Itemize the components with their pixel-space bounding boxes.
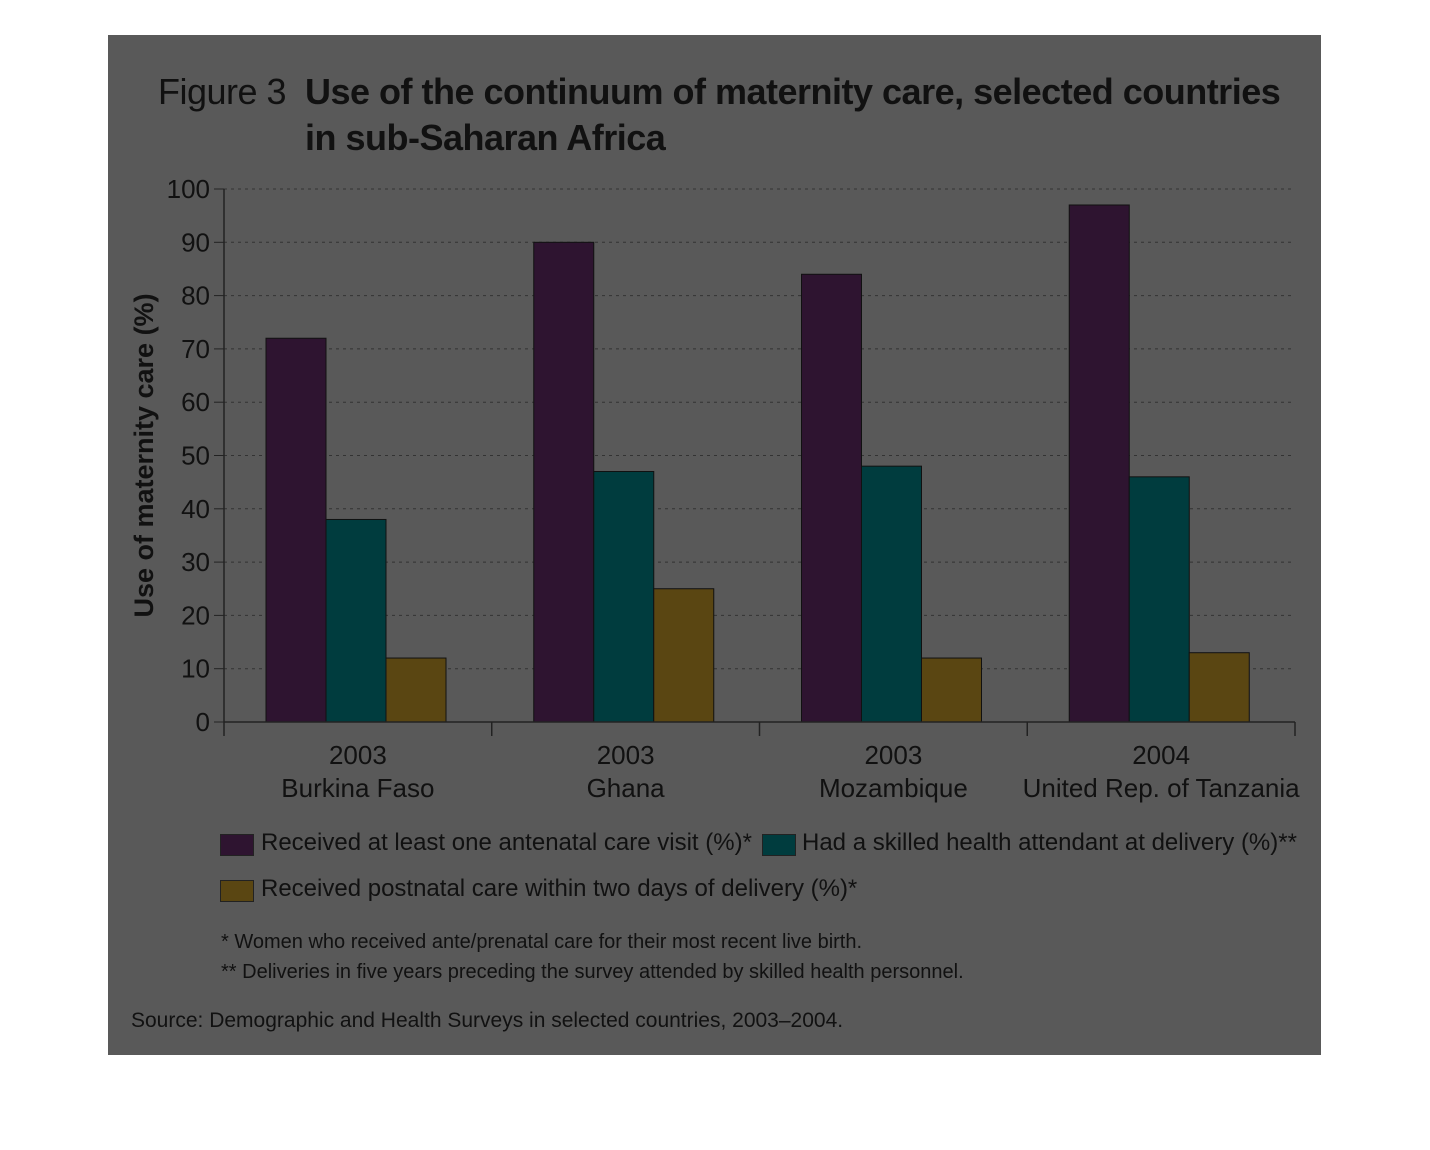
y-tick-label: 70: [181, 334, 210, 364]
y-tick-label: 30: [181, 547, 210, 577]
footnote-1: * Women who received ante/prenatal care …: [221, 931, 863, 953]
legend-swatch-postnatal: [220, 880, 254, 902]
legend-label-antenatal: Received at least one antenatal care vis…: [261, 829, 752, 856]
x-tick-year: 2003: [597, 740, 655, 770]
bar-skilled: [593, 470, 655, 723]
source-note: Source: Demographic and Health Surveys i…: [131, 1009, 844, 1032]
y-tick-label: 100: [167, 174, 210, 204]
y-tick-label: 0: [196, 707, 210, 737]
y-tick-label: 20: [181, 600, 210, 630]
x-tick-year: 2003: [864, 740, 922, 770]
y-tick-label: 10: [181, 654, 210, 684]
y-tick-label: 80: [181, 281, 210, 311]
y-tick-label: 50: [181, 441, 210, 471]
figure-number: Figure 3: [158, 71, 287, 112]
bar-antenatal: [801, 273, 862, 723]
x-tick-country: Ghana: [587, 773, 666, 803]
legend-swatch-skilled: [762, 834, 796, 856]
bar-skilled: [1128, 476, 1190, 723]
y-axis-label: Use of maternity care (%): [129, 293, 159, 617]
figure-panel: Figure 3 Use of the continuum of materni…: [108, 35, 1321, 1055]
bar-antenatal: [533, 241, 595, 723]
bar-postnatal: [385, 657, 447, 723]
y-tick-label: 90: [181, 227, 210, 257]
x-tick-country: Burkina Faso: [281, 773, 434, 803]
x-tick-country: United Rep. of Tanzania: [1023, 773, 1301, 803]
bar-postnatal: [1188, 652, 1250, 723]
footnote-2: ** Deliveries in five years preceding th…: [221, 961, 964, 983]
bar-postnatal: [653, 588, 715, 723]
bar-postnatal: [921, 657, 982, 723]
y-tick-label: 60: [181, 387, 210, 417]
x-tick-year: 2004: [1132, 740, 1190, 770]
y-tick-label: 40: [181, 494, 210, 524]
chart-title: Use of the continuum of maternity care, …: [305, 71, 1281, 158]
bar-antenatal: [265, 337, 327, 723]
legend-swatch-antenatal: [220, 834, 254, 856]
legend-label-postnatal: Received postnatal care within two days …: [261, 875, 858, 902]
bar-skilled: [325, 518, 387, 723]
x-tick-year: 2003: [329, 740, 387, 770]
legend-label-skilled: Had a skilled health attendant at delive…: [802, 829, 1297, 856]
bar-skilled: [861, 465, 922, 723]
bar-antenatal: [1068, 204, 1130, 723]
bar-chart: 0 10 20 30 40 50 60 70 80 90 100 Use of maternity c…: [129, 174, 1301, 803]
x-tick-country: Mozambique: [819, 773, 968, 803]
